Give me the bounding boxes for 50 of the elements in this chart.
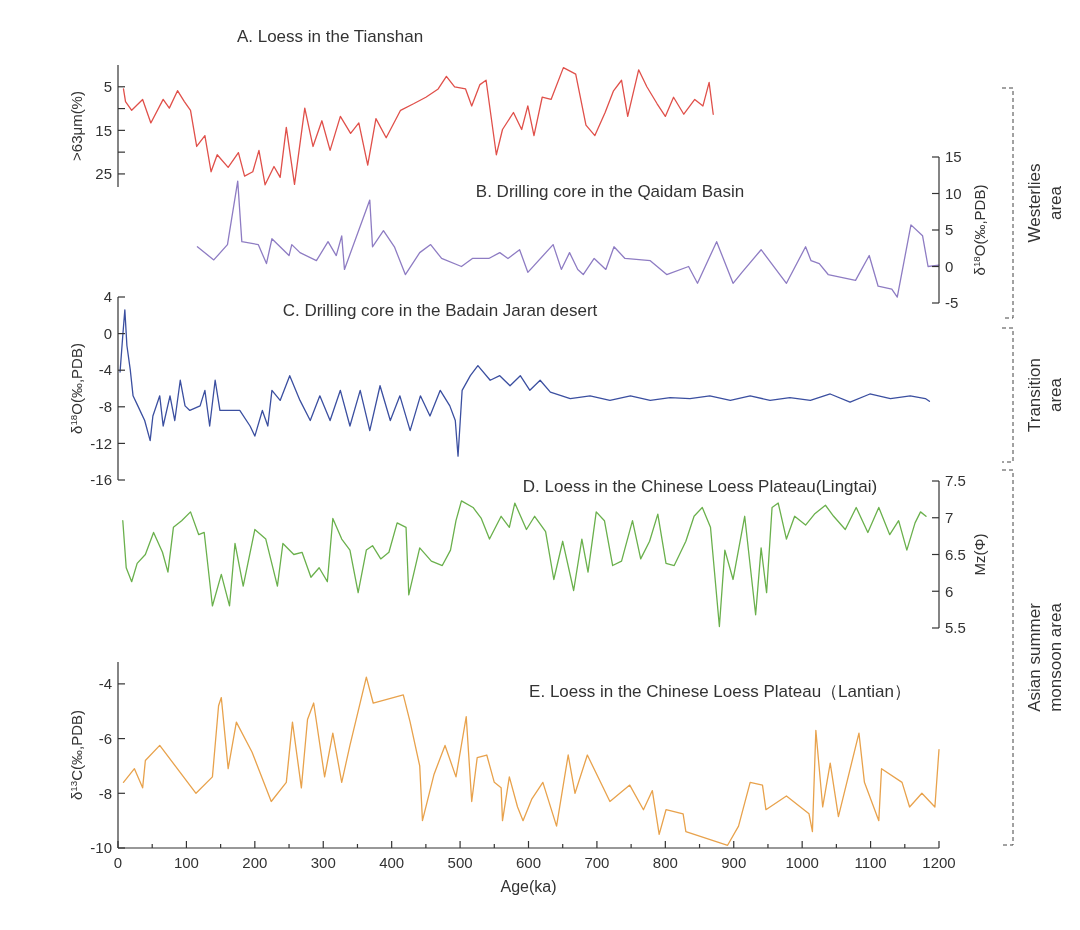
x-tick-label: 1000 [785,854,819,871]
x-tick-label: 800 [652,854,678,871]
x-tick-label: 400 [379,854,405,871]
text: Transition area [1025,357,1066,433]
y2-tick-label: 5 [945,221,954,239]
text: Asian summer monsoon area [1025,602,1066,712]
y-tick-label: 4 [103,288,112,306]
y2-tick-label: 0 [945,257,954,275]
y2-tick-label: 6 [945,582,954,600]
y2-axis-title: Mz(Φ) [971,533,988,576]
y2-tick-label: -5 [945,294,959,312]
line-series [122,500,927,628]
text: B. Drilling core in the Qaidam Basin [475,182,745,201]
y2-tick-label: 15 [945,148,962,166]
line-series [196,180,940,298]
y-tick-label: 5 [103,78,112,96]
y-tick-label: 15 [95,121,112,139]
x-tick-label: 1100 [854,854,887,871]
y2-tick-label: 7 [945,509,954,526]
y2-tick-label: 7.5 [945,472,966,490]
y-tick-label: -6 [98,729,112,747]
y-tick-label: 25 [95,165,112,183]
x-tick-label: 200 [242,854,268,871]
y-tick-label: -16 [90,471,112,489]
y-axis-title: >63μm(%) [68,91,85,161]
line-series [122,676,940,846]
y-tick-label: -4 [98,361,112,379]
chart-title: A. Loess in the Tianshan [236,27,424,46]
x-axis-title: Age(ka) [500,878,557,895]
x-tick-label: 600 [515,854,542,871]
chart-title: C. Drilling core in the Badain Jaran desert [282,301,598,320]
x-tick-label: 300 [310,854,336,871]
text: E. Loess in the Chinese Loess Plateau（Lantian） [529,682,911,701]
y-tick-label: -8 [98,398,112,416]
y-tick-label: -10 [90,839,112,857]
chart-title: D. Loess in the Chinese Loess Plateau(Lingtai) [522,477,878,496]
x-tick-label: 500 [447,854,473,871]
x-tick-label: 700 [584,854,610,871]
text: Westerlies area [1025,163,1066,243]
y-tick-label: -8 [98,784,112,802]
line-series [122,66,714,186]
y-tick-label: -4 [98,675,112,693]
y-tick-label: 0 [103,324,112,342]
y2-tick-label: 10 [945,184,962,202]
x-tick-label: 900 [721,854,747,871]
x-tick-label: 100 [173,854,199,871]
x-tick-label: 1200 [922,854,956,871]
y2-tick-label: 6.5 [945,545,966,563]
y-tick-label: -12 [90,434,112,452]
y2-tick-label: 5.5 [945,619,966,637]
